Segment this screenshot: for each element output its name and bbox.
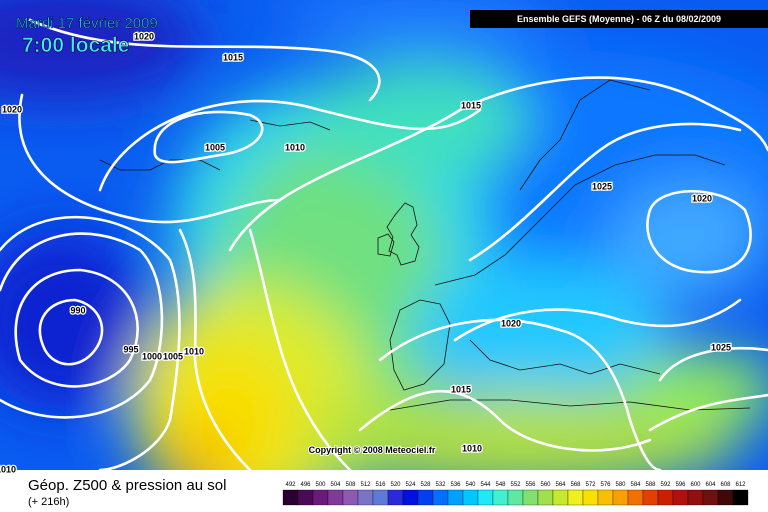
isobar-label: 1015 (451, 384, 471, 394)
legend-label: 592 (660, 482, 671, 488)
isobar-label: 1020 (501, 318, 521, 328)
isobar-label: 1025 (711, 342, 731, 352)
legend-label: 532 (435, 482, 446, 488)
run-box (470, 10, 768, 28)
legend-label: 508 (345, 482, 356, 488)
legend-label: 612 (735, 482, 746, 488)
isobar-label: 1020 (2, 104, 22, 114)
legend-swatch (672, 489, 689, 506)
footer-title: Géop. Z500 & pression au sol (28, 477, 226, 494)
legend-swatch (627, 489, 644, 506)
legend-swatch (417, 489, 434, 506)
legend-swatch (642, 489, 659, 506)
legend-swatch (312, 489, 329, 506)
isobar-label: 1000 (142, 351, 162, 361)
legend-swatch (582, 489, 599, 506)
legend-swatch (282, 489, 299, 506)
date: Mardi 17 février 2009 (16, 15, 158, 32)
copyright: Copyright © 2008 Meteociel.fr (309, 445, 436, 455)
isobar-label: 1010 (0, 464, 16, 474)
legend-label: 544 (480, 482, 491, 488)
legend-label: 552 (510, 482, 521, 488)
legend-label: 496 (300, 482, 311, 488)
legend-swatch (447, 489, 464, 506)
isobar-label: 1025 (592, 181, 612, 191)
legend-label: 580 (615, 482, 626, 488)
legend-swatch (507, 489, 524, 506)
legend-label: 576 (600, 482, 611, 488)
legend-swatch (432, 489, 449, 506)
legend-label: 588 (645, 482, 656, 488)
legend-swatch (552, 489, 569, 506)
isobar-label: 1015 (461, 100, 481, 110)
legend-swatch (687, 489, 704, 506)
legend-label: 556 (525, 482, 536, 488)
legend-swatch (732, 489, 749, 506)
legend-label: 548 (495, 482, 506, 488)
legend-label: 600 (690, 482, 701, 488)
legend-swatch (492, 489, 509, 506)
legend-label: 512 (360, 482, 371, 488)
legend-label: 520 (390, 482, 401, 488)
footer-subtitle: (+ 216h) (28, 496, 69, 508)
isobar-label: 1020 (692, 193, 712, 203)
isobar-label: 1010 (184, 346, 204, 356)
time: 7:00 locale (22, 34, 129, 57)
legend-swatch (372, 489, 389, 506)
legend-swatch (387, 489, 404, 506)
legend-label: 568 (570, 482, 581, 488)
legend-label: 540 (465, 482, 476, 488)
legend-swatch (342, 489, 359, 506)
legend-swatch (537, 489, 554, 506)
legend-swatch (702, 489, 719, 506)
legend-label: 500 (315, 482, 326, 488)
isobar-label: 1020 (134, 31, 154, 41)
isobars (0, 18, 768, 470)
legend-swatch (297, 489, 314, 506)
legend-label: 560 (540, 482, 551, 488)
legend-label: 528 (420, 482, 431, 488)
isobar-label: 995 (123, 344, 138, 354)
legend-label: 584 (630, 482, 641, 488)
legend-label: 604 (705, 482, 716, 488)
isobar-label: 990 (70, 305, 85, 315)
legend-swatch (717, 489, 734, 506)
legend-label: 524 (405, 482, 416, 488)
legend-label: 564 (555, 482, 566, 488)
legend-swatch (597, 489, 614, 506)
legend-swatch (612, 489, 629, 506)
legend-label: 536 (450, 482, 461, 488)
legend-swatch (357, 489, 374, 506)
isobar-label: 1005 (163, 351, 183, 361)
legend: 492 496 500 504 508 512 516 520 524 528 532 536 540 5… (282, 482, 749, 506)
run-info: Ensemble GEFS (Moyenne) - 06 Z du 08/02/… (517, 14, 721, 24)
legend-swatch (477, 489, 494, 506)
isobar-label: 1005 (205, 142, 225, 152)
legend-swatch (522, 489, 539, 506)
legend-swatch (567, 489, 584, 506)
legend-label: 516 (375, 482, 386, 488)
legend-label: 504 (330, 482, 341, 488)
legend-swatch (402, 489, 419, 506)
isobar-label: 1010 (285, 142, 305, 152)
legend-swatch (657, 489, 674, 506)
legend-label: 492 (285, 482, 296, 488)
isobar-label: 1010 (462, 443, 482, 453)
isobar-label: 1015 (223, 52, 243, 62)
legend-label: 572 (585, 482, 596, 488)
legend-label: 608 (720, 482, 731, 488)
legend-label: 596 (675, 482, 686, 488)
legend-swatch (327, 489, 344, 506)
legend-swatch (462, 489, 479, 506)
